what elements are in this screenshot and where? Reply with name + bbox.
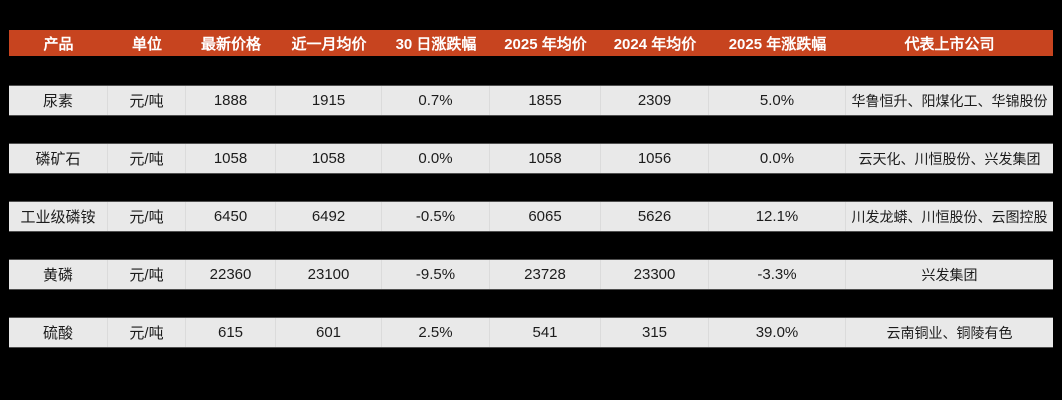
commodity-price-table: 产品 单位 最新价格 近一月均价 30 日涨跌幅 2025 年均价 2024 年均价 2025… <box>9 30 1053 348</box>
table-cell-product: 硫酸 <box>9 318 108 347</box>
table-cell-latest-price: 22360 <box>186 260 276 289</box>
table-cell-avg-2024: 23300 <box>601 260 709 289</box>
table-cell-change-2025: 0.0% <box>709 144 846 173</box>
table-cell-avg-2025: 1058 <box>490 144 601 173</box>
table-cell-change-2025: -3.3% <box>709 260 846 289</box>
table-row: 工业级磷铵 元/吨 6450 6492 -0.5% 6065 5626 12.1% 川发龙蟒、川… <box>9 201 1053 232</box>
table-cell-listed-companies: 川发龙蟒、川恒股份、云图控股 <box>851 208 1048 225</box>
table-cell-listed-companies: 云天化、川恒股份、兴发集团 <box>858 150 1041 167</box>
table-row: 磷矿石 元/吨 1058 1058 0.0% 1058 1056 0.0% 云天化、川恒股份、兴… <box>9 143 1053 174</box>
table-cell-latest-price: 1058 <box>186 144 276 173</box>
table-cell-unit: 元/吨 <box>108 318 186 347</box>
table-cell-product: 尿素 <box>9 86 108 115</box>
table-cell-product: 工业级磷铵 <box>9 202 108 231</box>
header-cell-change-2025: 2025 年涨跌幅 <box>728 35 827 53</box>
header-cell-avg-2025: 2025 年均价 <box>504 35 587 53</box>
table-cell-listed-companies: 云南铜业、铜陵有色 <box>886 324 1013 341</box>
table-cell-avg-2025: 6065 <box>490 202 601 231</box>
table-cell-month-avg-price: 6492 <box>276 202 382 231</box>
table-cell-unit: 元/吨 <box>108 144 186 173</box>
table-cell-change-30d: 2.5% <box>382 318 490 347</box>
table-cell-unit: 元/吨 <box>108 86 186 115</box>
table-cell-product: 磷矿石 <box>9 144 108 173</box>
header-cell-listed-companies: 代表上市公司 <box>904 35 995 53</box>
header-cell-unit: 单位 <box>131 35 162 53</box>
table-cell-change-2025: 39.0% <box>709 318 846 347</box>
table-cell-latest-price: 6450 <box>186 202 276 231</box>
table-cell-avg-2025: 1855 <box>490 86 601 115</box>
header-cell-month-avg-price: 近一月均价 <box>291 35 367 53</box>
header-cell-change-30d: 30 日涨跌幅 <box>395 35 477 53</box>
header-cell-latest-price: 最新价格 <box>200 35 261 53</box>
table-cell-unit: 元/吨 <box>108 202 186 231</box>
table-cell-avg-2025: 541 <box>490 318 601 347</box>
table-row: 黄磷 元/吨 22360 23100 -9.5% 23728 23300 -3.3% 兴发集团 <box>9 259 1053 290</box>
table-body: 尿素 元/吨 1888 1915 0.7% 1855 2309 5.0% 华鲁恒升、阳煤化工、华… <box>9 85 1053 348</box>
table-cell-change-30d: -0.5% <box>382 202 490 231</box>
table-row: 尿素 元/吨 1888 1915 0.7% 1855 2309 5.0% 华鲁恒升、阳煤化工、华… <box>9 85 1053 116</box>
table-cell-avg-2024: 2309 <box>601 86 709 115</box>
table-cell-latest-price: 1888 <box>186 86 276 115</box>
table-cell-change-2025: 5.0% <box>709 86 846 115</box>
table-cell-product: 黄磷 <box>9 260 108 289</box>
table-cell-change-30d: 0.0% <box>382 144 490 173</box>
header-cell-avg-2024: 2024 年均价 <box>613 35 697 53</box>
table-cell-month-avg-price: 1058 <box>276 144 382 173</box>
header-cell-product: 产品 <box>43 35 74 53</box>
table-cell-month-avg-price: 23100 <box>276 260 382 289</box>
table-cell-avg-2024: 5626 <box>601 202 709 231</box>
table-cell-avg-2024: 315 <box>601 318 709 347</box>
table-cell-latest-price: 615 <box>186 318 276 347</box>
table-cell-avg-2025: 23728 <box>490 260 601 289</box>
table-header-row: 产品 单位 最新价格 近一月均价 30 日涨跌幅 2025 年均价 2024 年均价 2025… <box>9 30 1053 56</box>
table-cell-change-2025: 12.1% <box>709 202 846 231</box>
table-cell-change-30d: 0.7% <box>382 86 490 115</box>
table-cell-month-avg-price: 601 <box>276 318 382 347</box>
table-row: 硫酸 元/吨 615 601 2.5% 541 315 39.0% 云南铜业、铜陵有色 <box>9 317 1053 348</box>
table-cell-month-avg-price: 1915 <box>276 86 382 115</box>
table-cell-listed-companies: 兴发集团 <box>921 266 978 283</box>
table-cell-unit: 元/吨 <box>108 260 186 289</box>
table-cell-listed-companies: 华鲁恒升、阳煤化工、华锦股份 <box>851 92 1048 109</box>
table-cell-avg-2024: 1056 <box>601 144 709 173</box>
table-cell-change-30d: -9.5% <box>382 260 490 289</box>
